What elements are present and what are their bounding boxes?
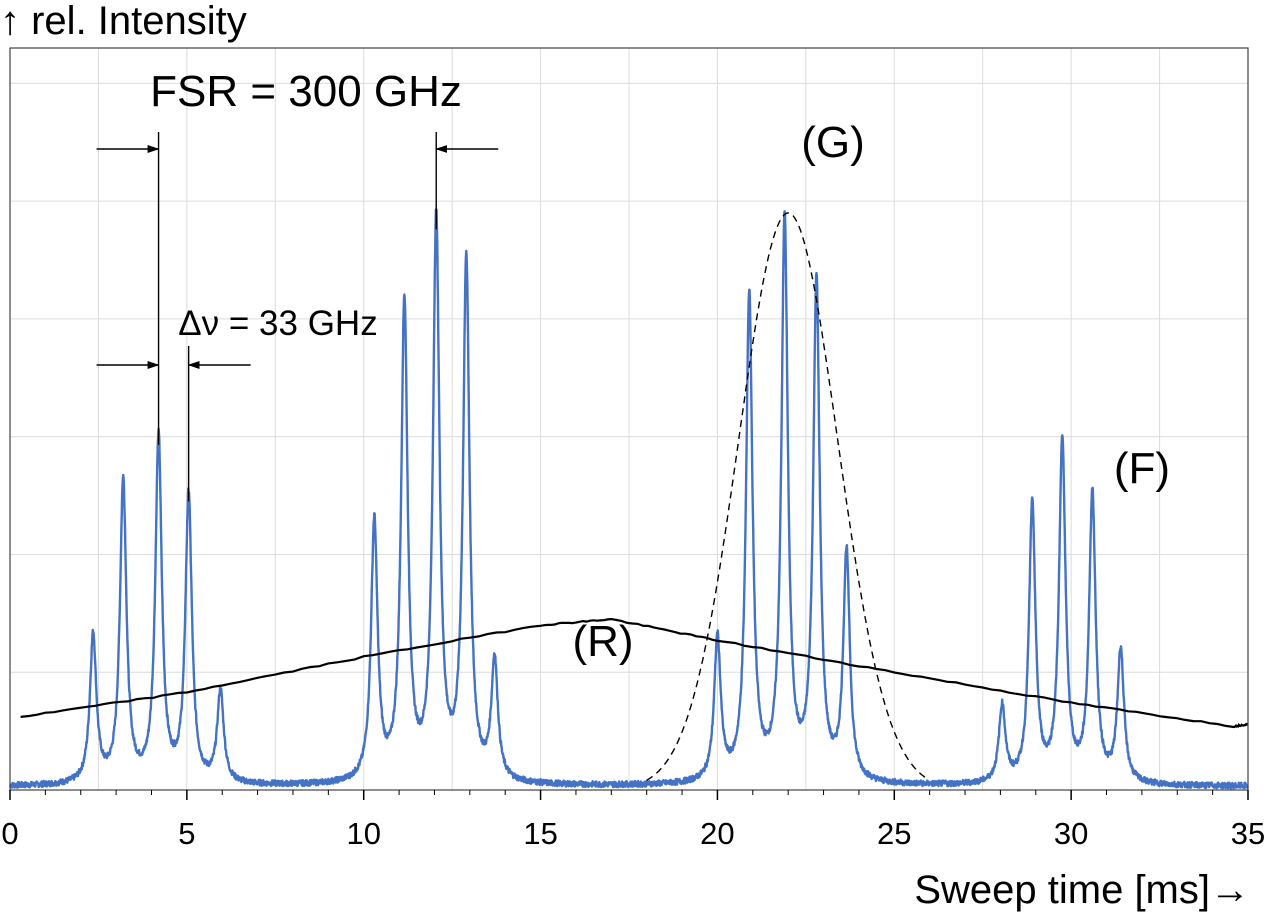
series-G-line — [646, 212, 929, 781]
series-layer — [9, 207, 1249, 790]
x-tick-label: 0 — [1, 816, 18, 851]
x-tick-label: 20 — [700, 816, 734, 851]
x-tick-label: 25 — [877, 816, 911, 851]
fsr-label: FSR = 300 GHz — [150, 67, 462, 116]
label-F: (F) — [1114, 444, 1170, 493]
delta-nu-label: Δν = 33 GHz — [178, 304, 377, 343]
series-R-line — [20, 617, 1249, 729]
x-tick-label: 5 — [178, 816, 195, 851]
x-tick-label: 35 — [1231, 816, 1265, 851]
series-F-spectrum — [9, 207, 1249, 790]
x-tick-label: 10 — [346, 816, 380, 851]
grid — [10, 48, 1248, 790]
y-axis-title: ↑ rel. Intensity — [0, 0, 247, 43]
annotations: FSR = 300 GHz Δν = 33 GHz (G) (R) (F) — [96, 67, 1170, 666]
x-tick-label: 30 — [1054, 816, 1088, 851]
x-axis-title: Sweep time [ms]→ — [914, 868, 1250, 912]
label-G: (G) — [801, 118, 865, 167]
x-tick-label: 15 — [523, 816, 557, 851]
label-R: (R) — [572, 617, 633, 666]
plot-frame — [9, 47, 1249, 791]
